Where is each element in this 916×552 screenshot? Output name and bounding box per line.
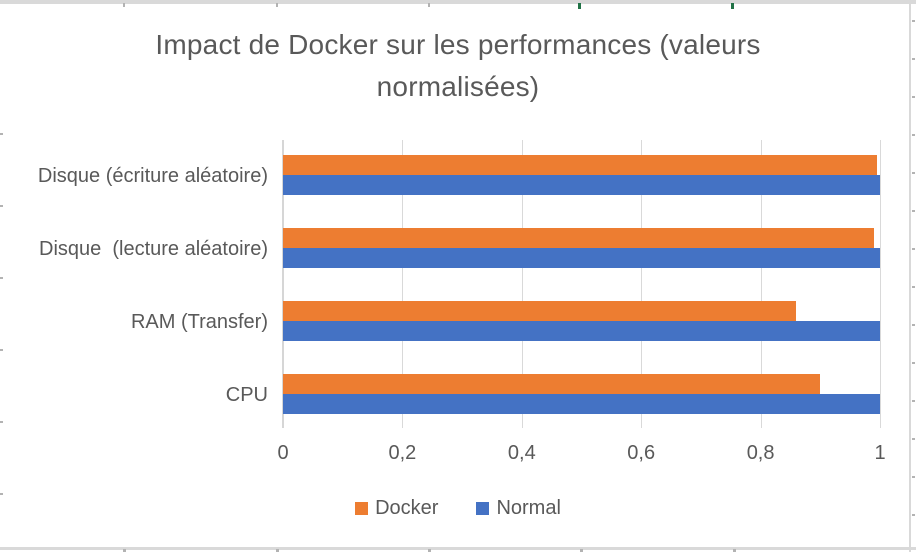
bar-docker-2 [283,301,797,321]
gridline-1 [880,140,881,428]
category-label-3: CPU [225,384,268,406]
category-label-1: Disque (lecture aléatoire) [39,238,268,260]
spreadsheet-right-column-border [909,0,911,552]
spreadsheet-column-tick [580,549,583,552]
spreadsheet-column-tick [733,549,736,552]
bar-docker-0 [283,155,877,175]
spreadsheet-top-border [0,0,916,4]
bar-normal-1 [283,248,880,268]
bar-normal-0 [283,175,880,195]
plot-area [282,140,881,432]
bar-docker-1 [283,228,875,248]
spreadsheet-row-tick [912,20,915,22]
bar-normal-2 [283,321,880,341]
legend-label: Docker [375,497,439,519]
spreadsheet-row-tick [0,349,3,351]
spreadsheet-row-tick [912,324,915,326]
spreadsheet-row-tick [912,438,915,440]
spreadsheet-row-tick [0,493,3,495]
chart-legend: Docker Normal [0,497,916,520]
spreadsheet-row-tick [912,172,915,174]
gridline-0,2 [402,140,404,428]
bar-docker-3 [283,374,821,394]
tick-label-1: 1 [874,442,886,464]
legend-swatch-icon [476,502,490,515]
spreadsheet-column-tick [123,549,126,552]
tick-label-0,6: 0,6 [627,442,656,464]
gridline-0,4 [521,140,523,428]
spreadsheet-column-tick-green [731,3,734,9]
tick-label-0,8: 0,8 [746,442,775,464]
spreadsheet-column-tick [428,3,430,7]
spreadsheet-row-tick [912,514,915,516]
spreadsheet-row-tick [0,205,3,207]
category-axis-line [282,140,284,428]
spreadsheet-row-tick [912,400,915,402]
spreadsheet-row-tick [0,133,3,135]
spreadsheet-row-tick [0,421,3,423]
bar-normal-3 [283,394,880,414]
spreadsheet-column-tick [123,3,125,7]
legend-label: Normal [496,497,561,519]
tick-label-0: 0 [277,442,289,464]
legend-swatch-icon [355,502,369,515]
spreadsheet-row-tick [912,210,915,212]
spreadsheet-row-tick [912,96,915,98]
spreadsheet-row-tick [912,58,915,60]
tick-label-0,4: 0,4 [507,442,536,464]
spreadsheet-row-tick [912,476,915,478]
gridline-0,6 [641,140,643,428]
spreadsheet-row-tick [0,277,3,279]
spreadsheet-column-tick [276,549,279,552]
gridline-0,8 [760,140,762,428]
category-axis-labels: Disque (écriture aléatoire) Disque (lectu… [0,140,268,432]
spreadsheet-column-tick-green [578,3,581,9]
spreadsheet-row-tick [912,286,915,288]
spreadsheet-column-tick [428,549,431,552]
tick-label-0,2: 0,2 [388,442,417,464]
spreadsheet-row-tick [912,134,915,136]
spreadsheet-bottom-border [0,547,916,550]
legend-item-docker: Docker [355,497,438,520]
spreadsheet-row-tick [912,248,915,250]
spreadsheet-row-tick [912,362,915,364]
category-label-0: Disque (écriture aléatoire) [37,165,268,187]
category-label-2: RAM (Transfer) [130,311,268,333]
value-axis-tick-labels: 0 0,2 0,4 0,6 0,8 1 [277,442,885,468]
chart-title: Impact de Docker sur les performances (v… [155,29,761,102]
legend-item-normal: Normal [476,497,561,520]
spreadsheet-column-tick [276,3,278,7]
